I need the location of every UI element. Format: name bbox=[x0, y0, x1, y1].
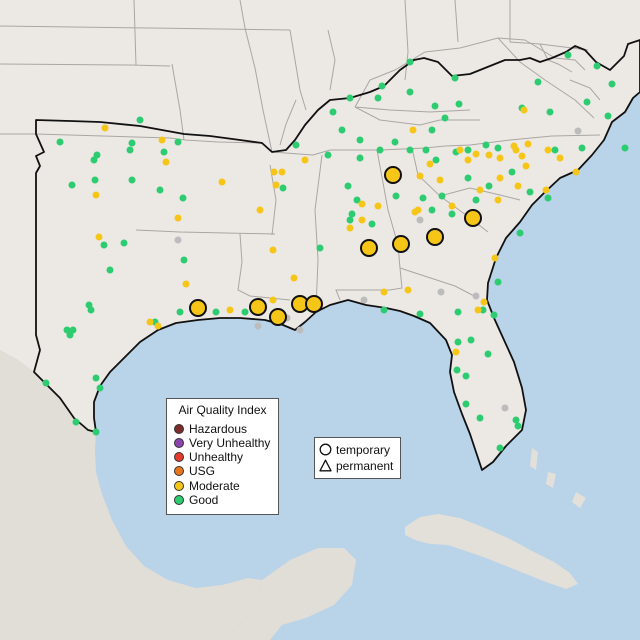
good-swatch bbox=[174, 495, 184, 505]
circle-outline-icon bbox=[319, 443, 332, 456]
aqi-legend: Air Quality Index Hazardous Very Unhealt… bbox=[166, 398, 279, 515]
cuba-landmass bbox=[405, 514, 578, 589]
legend-label: Good bbox=[189, 493, 219, 507]
legend-item-moderate: Moderate bbox=[174, 479, 240, 493]
unhealthy-swatch bbox=[174, 452, 184, 462]
legend-label: Hazardous bbox=[189, 422, 248, 436]
legend-label: USG bbox=[189, 464, 216, 478]
legend-item-usg: USG bbox=[174, 464, 215, 478]
no-data-sites bbox=[174, 127, 582, 412]
legend-item-temporary: temporary bbox=[319, 442, 390, 457]
legend-label: temporary bbox=[336, 442, 391, 457]
legend-item-good: Good bbox=[174, 493, 218, 507]
bahamas-islands bbox=[530, 448, 586, 508]
yucatan-landmass bbox=[226, 548, 356, 640]
legend-item-permanent: permanent bbox=[319, 458, 393, 473]
moderate-temporary-sites bbox=[189, 166, 482, 326]
legend-label: Unhealthy bbox=[189, 450, 244, 464]
very-unhealthy-swatch bbox=[174, 438, 184, 448]
state-borders bbox=[0, 0, 601, 309]
legend-label: permanent bbox=[336, 458, 394, 473]
shape-legend: temporary permanent bbox=[314, 437, 401, 479]
legend-label: Moderate bbox=[189, 479, 240, 493]
legend-item-unhealthy: Unhealthy bbox=[174, 450, 243, 464]
legend-item-very-unhealthy: Very Unhealthy bbox=[174, 436, 270, 450]
triangle-outline-icon bbox=[319, 459, 332, 472]
moderate-sites bbox=[92, 106, 580, 356]
usg-swatch bbox=[174, 466, 184, 476]
us-landmass bbox=[0, 0, 640, 470]
mexico-landmass bbox=[0, 350, 262, 640]
hazardous-swatch bbox=[174, 424, 184, 434]
legend-label: Very Unhealthy bbox=[189, 436, 271, 450]
moderate-swatch bbox=[174, 481, 184, 491]
aqi-legend-title: Air Quality Index bbox=[178, 403, 267, 417]
legend-item-hazardous: Hazardous bbox=[174, 422, 247, 436]
good-sites bbox=[42, 51, 629, 452]
